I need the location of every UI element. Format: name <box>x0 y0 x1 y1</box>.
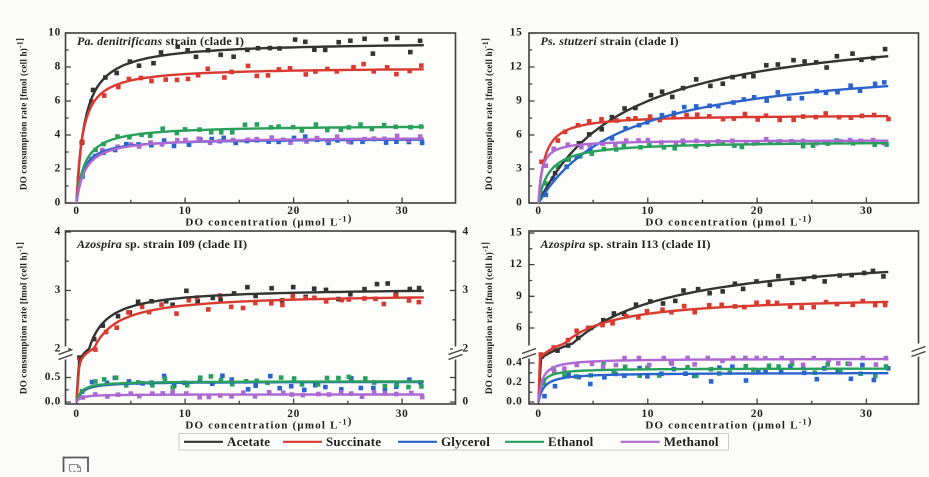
svg-text:Azospira sp. strain I13 (clade: Azospira sp. strain I13 (clade II) <box>540 237 711 251</box>
svg-text:0.4: 0.4 <box>506 357 522 369</box>
svg-text:2: 2 <box>463 343 469 355</box>
svg-text:4: 4 <box>55 129 61 141</box>
svg-text:3: 3 <box>516 163 522 175</box>
svg-text:DO consumption rate [fmol (cel: DO consumption rate [fmol (cell h)-1] <box>480 38 494 190</box>
svg-text:10: 10 <box>48 27 61 39</box>
svg-text:DO concentration (μmol L-1): DO concentration (μmol L-1) <box>645 213 812 229</box>
svg-text:9: 9 <box>516 290 522 302</box>
svg-text:4: 4 <box>55 226 61 238</box>
svg-text:20: 20 <box>751 408 764 420</box>
svg-text:15: 15 <box>510 227 523 239</box>
svg-text:30: 30 <box>396 205 409 217</box>
svg-text:Azospira sp. strain I09 (clade: Azospira sp. strain I09 (clade II) <box>76 237 247 251</box>
svg-text:10: 10 <box>179 205 192 217</box>
svg-text:0.0: 0.0 <box>506 396 522 408</box>
svg-text:2: 2 <box>55 343 61 355</box>
svg-text:8: 8 <box>55 61 61 73</box>
svg-text:0: 0 <box>535 205 541 217</box>
svg-text:0: 0 <box>55 197 61 209</box>
svg-text:6: 6 <box>516 129 522 141</box>
svg-text:6: 6 <box>55 95 61 107</box>
svg-text:20: 20 <box>751 205 764 217</box>
svg-text:DO concentration (μmol L-1): DO concentration (μmol L-1) <box>185 416 352 432</box>
svg-text:Ethanol: Ethanol <box>548 434 594 449</box>
svg-text:DO concentration (μmol L-1): DO concentration (μmol L-1) <box>645 416 812 432</box>
svg-text:DO consumption rate [fmol (cel: DO consumption rate [fmol (cell h)-1] <box>15 242 29 394</box>
svg-text:12: 12 <box>510 61 523 73</box>
svg-text:20: 20 <box>287 205 300 217</box>
svg-text:0: 0 <box>463 396 469 408</box>
svg-text:10: 10 <box>179 408 192 420</box>
svg-text:0: 0 <box>73 408 79 420</box>
svg-text:DO consumption rate [fmol (cel: DO consumption rate [fmol (cell h)-1] <box>15 38 29 190</box>
svg-text:6: 6 <box>516 322 522 334</box>
svg-text:10: 10 <box>641 205 654 217</box>
svg-text:3: 3 <box>55 284 61 296</box>
svg-text:9: 9 <box>516 95 522 107</box>
svg-text:30: 30 <box>396 408 409 420</box>
svg-text:10: 10 <box>641 408 654 420</box>
svg-text:0: 0 <box>73 205 79 217</box>
svg-text:Methanol: Methanol <box>664 434 719 449</box>
svg-text:3: 3 <box>463 284 469 296</box>
svg-text:Succinate: Succinate <box>326 434 381 449</box>
svg-text:Ps. stutzeri strain (clade I): Ps. stutzeri strain (clade I) <box>541 34 679 48</box>
svg-text:15: 15 <box>510 27 523 39</box>
svg-text:DO concentration (μmol L-1): DO concentration (μmol L-1) <box>185 213 352 229</box>
svg-text:Acetate: Acetate <box>227 434 270 449</box>
svg-text:30: 30 <box>860 408 873 420</box>
svg-text:DO consumption rate [fmol (cel: DO consumption rate [fmol (cell h)-1] <box>480 242 494 394</box>
svg-text:0.0: 0.0 <box>45 396 61 408</box>
svg-text:12: 12 <box>510 258 523 270</box>
svg-text:0: 0 <box>535 408 541 420</box>
svg-text:0: 0 <box>516 197 522 209</box>
svg-text:0.5: 0.5 <box>45 371 61 383</box>
svg-text:0.2: 0.2 <box>506 376 522 388</box>
svg-text:2: 2 <box>55 163 61 175</box>
svg-text:Glycerol: Glycerol <box>441 434 490 449</box>
svg-text:20: 20 <box>287 408 300 420</box>
svg-text:Pa. denitrificans strain (clad: Pa. denitrificans strain (clade I) <box>77 34 244 48</box>
svg-text:30: 30 <box>860 205 873 217</box>
svg-text:4: 4 <box>463 226 469 238</box>
